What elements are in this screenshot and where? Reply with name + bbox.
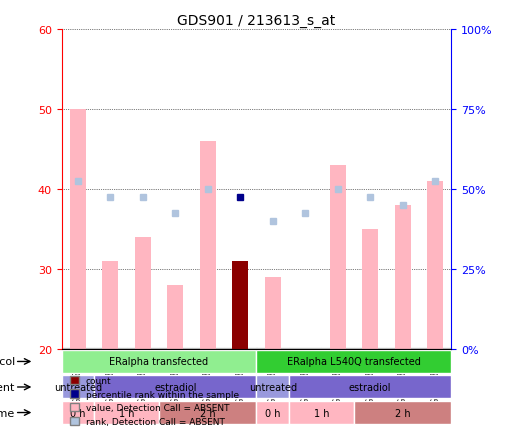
Legend: count, percentile rank within the sample, value, Detection Call = ABSENT, rank, : count, percentile rank within the sample… <box>66 372 243 430</box>
Bar <box>362 230 378 349</box>
FancyBboxPatch shape <box>62 376 94 398</box>
FancyBboxPatch shape <box>256 350 451 373</box>
FancyBboxPatch shape <box>94 401 159 424</box>
FancyBboxPatch shape <box>289 401 354 424</box>
Bar <box>70 110 86 349</box>
FancyBboxPatch shape <box>159 401 256 424</box>
Bar <box>265 277 281 349</box>
Text: untreated: untreated <box>249 382 297 392</box>
FancyBboxPatch shape <box>94 376 256 398</box>
FancyBboxPatch shape <box>354 401 451 424</box>
Bar <box>102 261 119 349</box>
Bar <box>329 166 346 349</box>
FancyBboxPatch shape <box>256 376 289 398</box>
Text: 1 h: 1 h <box>119 408 134 418</box>
Text: 2 h: 2 h <box>395 408 410 418</box>
Bar <box>394 206 411 349</box>
Text: estradiol: estradiol <box>349 382 391 392</box>
Title: GDS901 / 213613_s_at: GDS901 / 213613_s_at <box>177 14 336 28</box>
Bar <box>232 261 248 349</box>
FancyBboxPatch shape <box>256 401 289 424</box>
Text: ERalpha transfected: ERalpha transfected <box>109 357 209 367</box>
Text: time: time <box>0 408 15 418</box>
Bar <box>200 142 216 349</box>
Text: 1 h: 1 h <box>314 408 329 418</box>
Bar <box>167 285 183 349</box>
Text: estradiol: estradiol <box>154 382 196 392</box>
Text: 0 h: 0 h <box>265 408 281 418</box>
Text: ERalpha L540Q transfected: ERalpha L540Q transfected <box>287 357 421 367</box>
Text: 0 h: 0 h <box>70 408 86 418</box>
Bar <box>427 182 443 349</box>
FancyBboxPatch shape <box>289 376 451 398</box>
Text: agent: agent <box>0 382 15 392</box>
Text: untreated: untreated <box>54 382 102 392</box>
FancyBboxPatch shape <box>62 401 94 424</box>
Text: 2 h: 2 h <box>200 408 215 418</box>
FancyBboxPatch shape <box>62 350 256 373</box>
Bar <box>134 237 151 349</box>
Text: protocol: protocol <box>0 357 15 367</box>
